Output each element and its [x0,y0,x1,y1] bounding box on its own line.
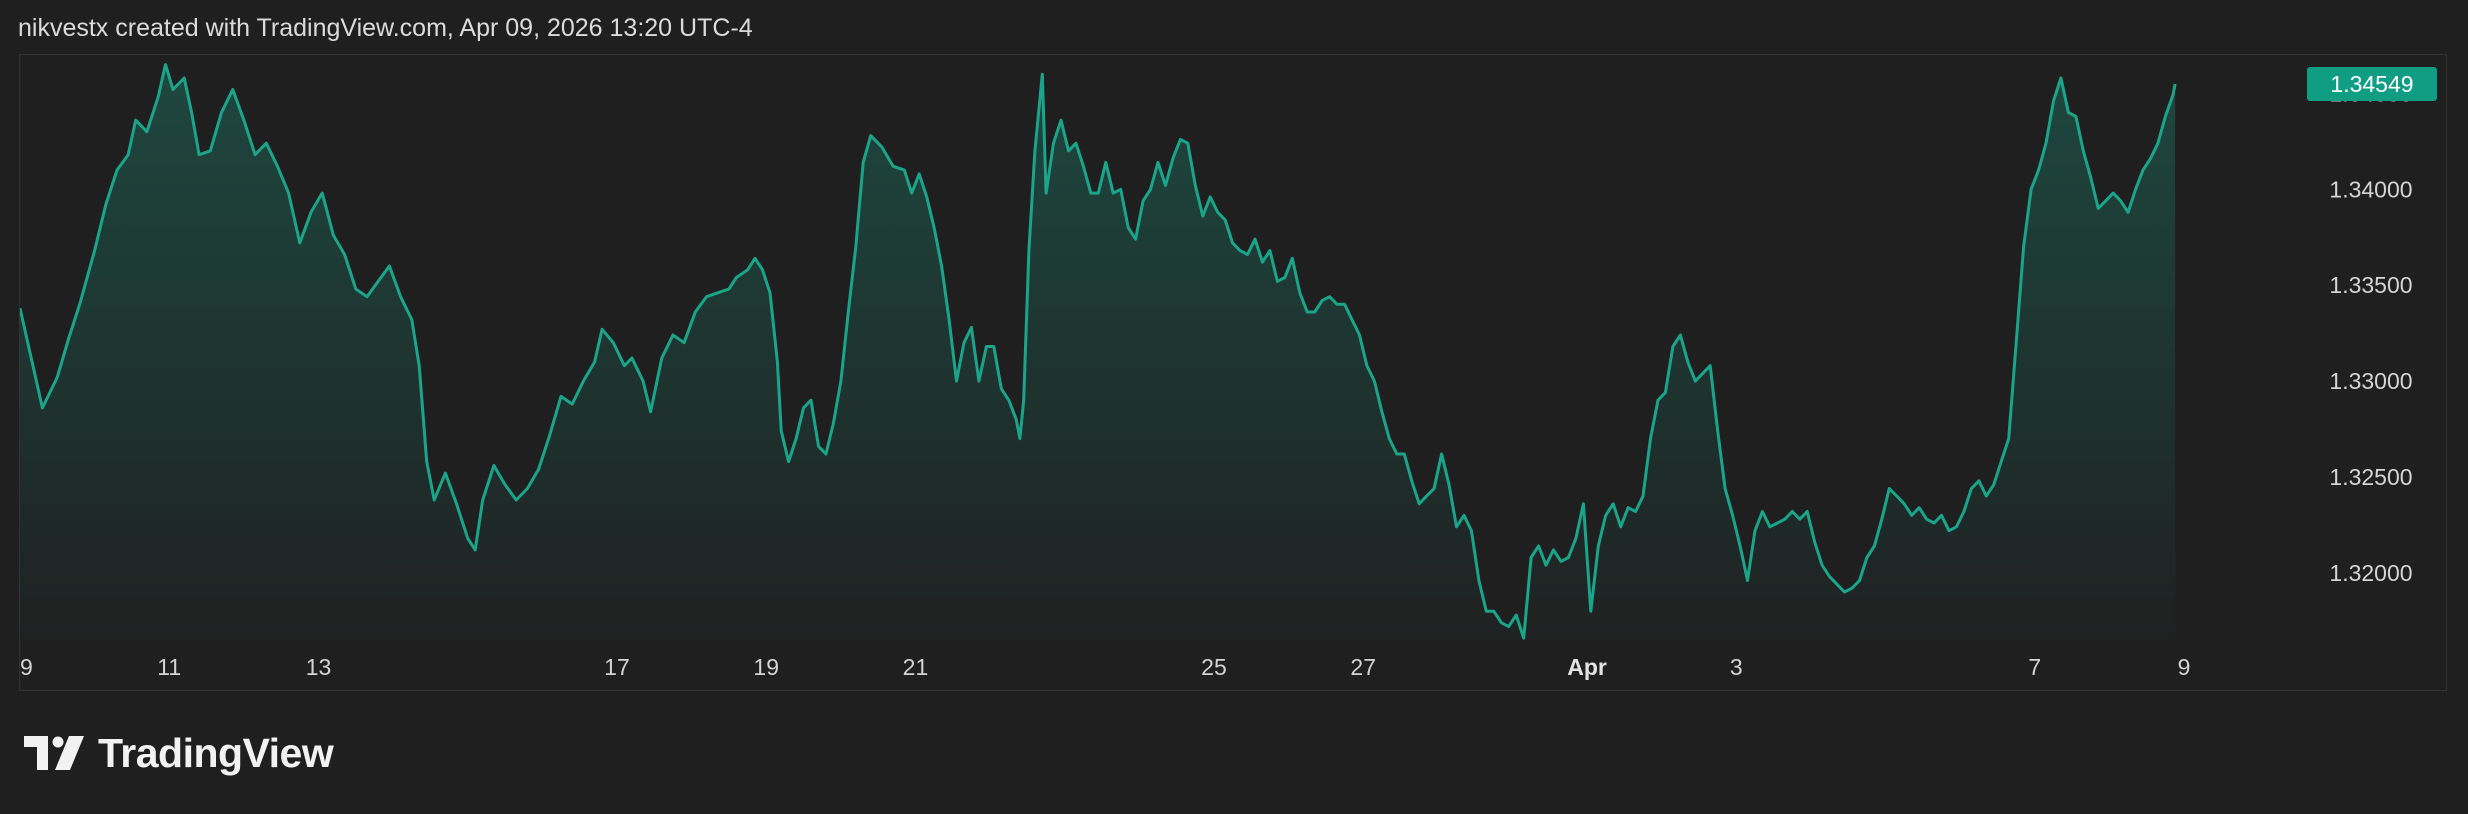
x-tick-label: 17 [604,654,630,680]
tradingview-wordmark: TradingView [98,729,334,776]
chart-pane[interactable]: 1.32000 1.32500 1.33000 1.33500 1.34000 1.345… [19,54,2447,691]
tradingview-logo[interactable]: TradingView [24,729,334,776]
price-line [20,63,2177,640]
y-tick-label: 1.32000 [2329,560,2412,586]
price-axis[interactable]: 1.320001.325001.330001.335001.340001.345… [2329,80,2412,586]
time-axis[interactable]: 9 11 13 17 19 21 25 27 Apr 3 7 9 [20,654,2190,680]
y-tick-label: 1.32500 [2329,464,2412,490]
last-price-tag-background [2307,66,2437,101]
tradingview-logo-icon [24,736,84,770]
x-tick-label: Apr [1567,654,1607,680]
x-tick-label: 21 [903,654,929,680]
x-tick-label: 11 [157,654,181,680]
price-area-fill [20,64,2176,641]
last-price-tag: 1.34549 [2307,66,2437,101]
y-tick-label: 1.33500 [2329,272,2412,298]
x-tick-label: 13 [306,654,332,680]
chart-caption: nikvestx created with TradingView.com, A… [18,14,753,42]
last-price-label: 1.34549 [2330,71,2413,97]
x-tick-label: 25 [1201,654,1227,680]
x-tick-label: 7 [2028,654,2041,680]
price-chart[interactable]: 1.32000 1.32500 1.33000 1.33500 1.34000 1.345… [20,55,2446,690]
x-tick-label: 27 [1350,654,1376,680]
x-tick-label: 9 [20,654,33,680]
x-tick-label: 3 [1730,654,1743,680]
x-tick-label: 19 [753,654,779,680]
y-tick-label: 1.33000 [2329,368,2412,394]
x-tick-label: 9 [2178,654,2191,680]
y-tick-label: 1.34000 [2329,176,2412,202]
